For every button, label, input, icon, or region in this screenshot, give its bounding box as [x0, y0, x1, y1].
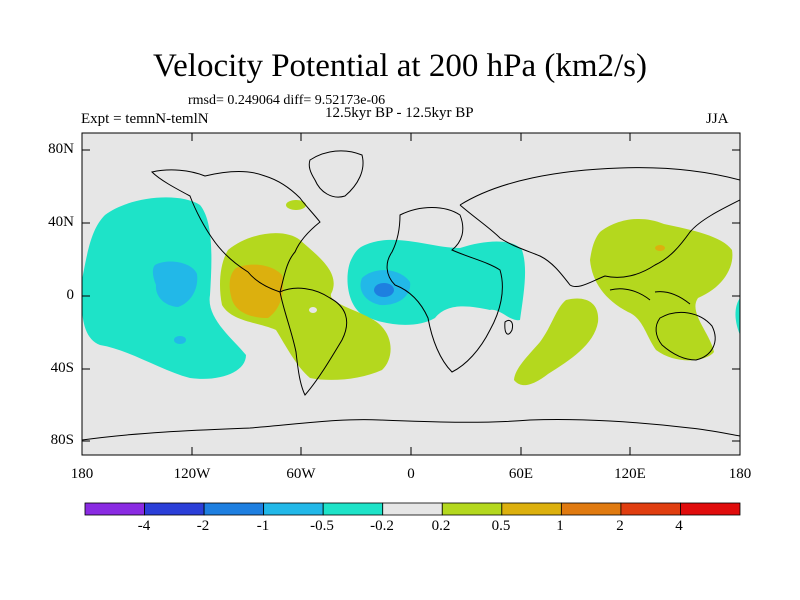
y-tick-label: 40S	[50, 360, 74, 376]
contour-neg-atlantic-center	[374, 283, 394, 297]
x-tick-label: 60W	[286, 466, 316, 482]
contour-fields	[82, 197, 740, 386]
colorbar-label: 4	[675, 518, 683, 534]
colorbar-swatch	[263, 502, 324, 516]
colorbar-swatch	[680, 502, 741, 516]
coastlines	[82, 150, 740, 441]
coast-europe-africa	[386, 207, 503, 373]
map-title: Velocity Potential at 200 hPa (km2/s)	[152, 48, 648, 84]
colorbar-swatch	[501, 502, 562, 516]
contour-neg-far-east	[735, 298, 740, 335]
x-tick-label: 180	[728, 466, 752, 482]
colorbar-swatch	[84, 502, 145, 516]
contour-pos-asia-core	[655, 245, 665, 251]
colorbar-swatch	[560, 502, 622, 516]
contour-pos-asia	[590, 218, 733, 361]
experiment-label: Expt = temnN-temlN	[81, 111, 209, 127]
colorbar-label: 0.2	[431, 518, 451, 534]
contour-pos-americas-core	[229, 264, 284, 318]
colorbar-swatch	[144, 502, 205, 516]
colorbar-label: -1	[256, 518, 270, 534]
coast-south-america	[279, 287, 348, 396]
period-label: 12.5kyr BP - 12.5kyr BP	[325, 105, 474, 121]
x-tick-label: 120E	[614, 466, 646, 482]
contour-neg-east-pacific-core	[152, 261, 198, 307]
colorbar-label: -0.5	[310, 518, 334, 534]
colorbar-label: 0.5	[491, 518, 511, 534]
contour-neg-small-patch	[174, 336, 186, 344]
coast-australia	[655, 311, 716, 361]
season-label: JJA	[706, 111, 729, 127]
coast-greenland	[308, 150, 364, 198]
colorbar	[84, 502, 741, 516]
contour-pos-north-atlantic	[286, 200, 306, 210]
colorbar-label: -0.2	[370, 518, 394, 534]
colorbar-label: -4	[137, 518, 151, 534]
y-tick-label: 40N	[48, 214, 74, 230]
colorbar-swatch	[322, 502, 384, 516]
x-tick-label: 120W	[173, 466, 211, 482]
contour-pos-south-indian	[514, 298, 599, 386]
tick-marks	[81, 133, 741, 455]
coast-madagascar	[504, 319, 513, 335]
y-tick-label: 0	[66, 287, 75, 303]
contour-gap-patch	[309, 307, 317, 313]
y-tick-label: 80N	[48, 141, 74, 157]
coast-antarctica	[82, 418, 740, 441]
colorbar-swatch	[441, 502, 503, 516]
x-tick-label: 0	[407, 466, 415, 482]
coast-indonesia	[609, 288, 691, 305]
colorbar-label: 2	[616, 518, 624, 534]
colorbar-swatch	[620, 502, 681, 516]
colorbar-swatch	[203, 502, 265, 516]
colorbar-label: -2	[196, 518, 210, 534]
x-tick-label: 180	[70, 466, 94, 482]
colorbar-swatch	[382, 502, 443, 516]
stats-line: rmsd= 0.249064 diff= 9.52173e-06	[188, 93, 386, 108]
colorbar-label: 1	[556, 518, 564, 534]
y-tick-label: 80S	[50, 432, 74, 448]
x-tick-label: 60E	[508, 466, 534, 482]
coast-asia	[459, 167, 740, 288]
